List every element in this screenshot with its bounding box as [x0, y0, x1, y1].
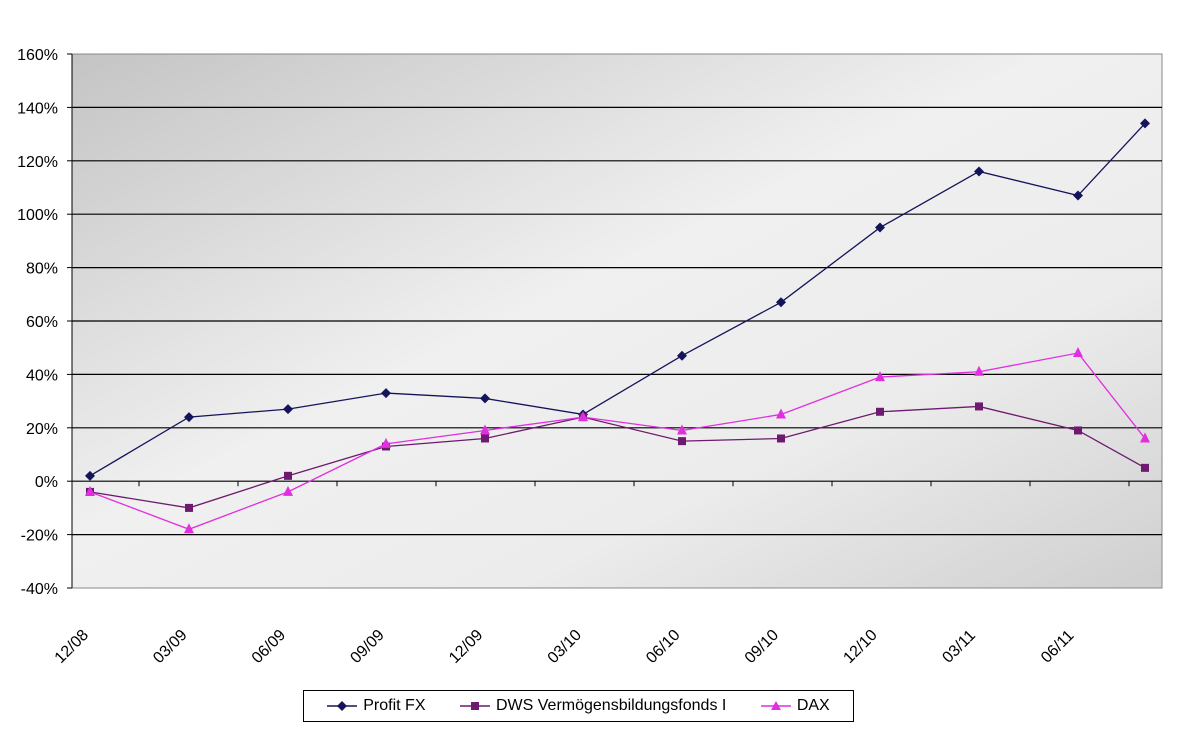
triangle-marker-icon	[1140, 432, 1150, 443]
y-tick-label: 140%	[17, 100, 58, 117]
x-tick-label: 09/09	[347, 627, 387, 667]
legend-label: DWS Vermögensbildungsfonds I	[495, 697, 727, 714]
triangle-marker-icon	[1073, 347, 1083, 358]
diamond-marker-icon	[283, 404, 293, 415]
x-tick-label: 03/09	[150, 627, 190, 667]
gridlines	[72, 106, 1162, 536]
diamond-marker-icon	[184, 412, 194, 423]
diamond-marker-icon	[974, 166, 984, 177]
x-tick-label: 03/10	[545, 627, 585, 667]
triangle-marker-icon	[480, 424, 490, 435]
legend-item-profit-fx: Profit FX	[327, 697, 425, 715]
x-tick-label: 06/09	[249, 627, 289, 667]
y-tick-label: 20%	[26, 421, 58, 438]
diamond-marker-icon	[677, 350, 687, 361]
diamond-marker-icon	[85, 470, 95, 481]
triangle-marker-icon	[974, 365, 984, 376]
legend-item-dax: DAX	[760, 697, 830, 715]
square-marker-icon	[975, 402, 983, 411]
x-tick-label: 12/10	[840, 627, 880, 667]
diamond-marker-icon	[875, 222, 885, 233]
x-tick-label: 03/11	[939, 627, 979, 667]
series-lines	[85, 118, 1150, 534]
x-tick-label: 06/11	[1038, 627, 1078, 667]
triangle-marker-icon	[760, 701, 791, 710]
triangle-marker-icon	[677, 424, 687, 435]
legend-item-dws: DWS Vermögensbildungsfonds I	[459, 697, 727, 715]
y-axis: -40% -20% 0% 20% 40% 60% 80% 100% 120% 140% 160%	[17, 47, 73, 598]
triangle-marker-icon	[776, 408, 786, 419]
y-tick-label: 120%	[17, 154, 58, 171]
square-marker-icon	[284, 471, 292, 480]
triangle-marker-icon	[875, 371, 885, 382]
diamond-marker-icon	[381, 388, 391, 399]
square-marker-icon	[459, 702, 490, 710]
legend-label: DAX	[796, 697, 830, 714]
y-tick-label: 100%	[17, 207, 58, 224]
y-tick-label: 40%	[26, 367, 58, 384]
y-tick-label: -20%	[21, 528, 58, 545]
line-chart: -40% -20% 0% 20% 40% 60% 80% 100% 120% 140% 160% 1…	[17, 47, 1163, 667]
legend: Profit FX DWS Vermögensbildungsfonds I D…	[303, 690, 854, 722]
y-tick-label: 160%	[17, 47, 58, 64]
triangle-marker-icon	[85, 485, 95, 496]
y-tick-label: 80%	[26, 261, 58, 278]
legend-label: Profit FX	[363, 697, 426, 714]
y-tick-label: 60%	[26, 314, 58, 331]
triangle-marker-icon	[184, 523, 194, 534]
diamond-marker-icon	[1073, 190, 1083, 201]
triangle-marker-icon	[578, 411, 588, 422]
square-marker-icon	[1074, 426, 1082, 435]
diamond-marker-icon	[327, 701, 358, 711]
y-tick-label: 0%	[35, 474, 58, 491]
x-tick-label: 12/08	[52, 627, 92, 667]
diamond-marker-icon	[776, 297, 786, 308]
x-tick-label: 06/10	[643, 627, 683, 667]
triangle-marker-icon	[283, 485, 293, 496]
x-tick-label: 09/10	[742, 627, 782, 667]
x-tick-label: 12/09	[446, 627, 486, 667]
y-tick-label: -40%	[21, 581, 58, 598]
square-marker-icon	[481, 434, 489, 443]
triangle-marker-icon	[381, 437, 391, 448]
square-marker-icon	[1141, 463, 1149, 472]
square-marker-icon	[777, 434, 785, 443]
diamond-marker-icon	[1140, 118, 1150, 129]
square-marker-icon	[678, 437, 686, 446]
diamond-marker-icon	[480, 393, 490, 404]
square-marker-icon	[876, 407, 884, 416]
square-marker-icon	[185, 503, 193, 512]
